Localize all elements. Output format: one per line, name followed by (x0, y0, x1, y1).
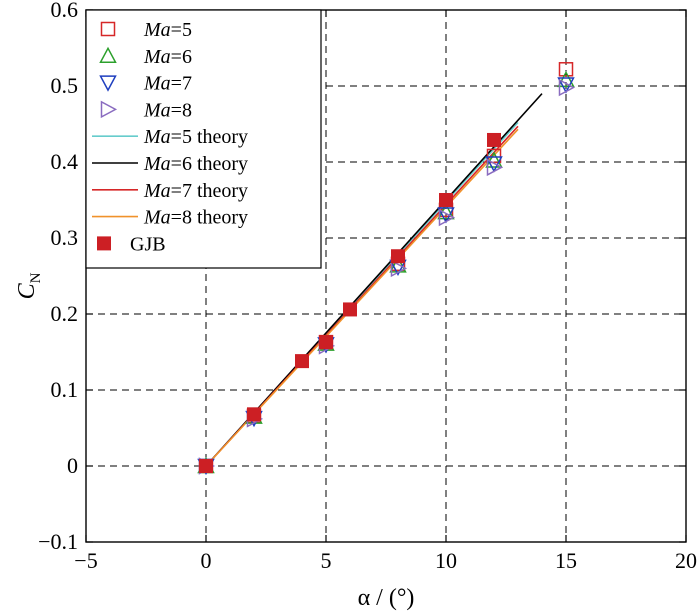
data-point (558, 78, 576, 97)
x-tick-label: 20 (675, 548, 697, 573)
y-tick-label: 0.3 (51, 225, 79, 250)
data-point (558, 62, 574, 77)
legend-marker-swatch (100, 100, 118, 119)
legend-marker-swatch (99, 75, 117, 92)
legend-label-rest: =6 theory (171, 153, 248, 175)
x-tick-label: −5 (74, 548, 97, 573)
data-point (391, 249, 405, 264)
y-tick-label: 0 (67, 453, 78, 478)
y-axis-label-sub: N (28, 272, 44, 283)
legend-label-rest: =8 (171, 99, 192, 121)
legend-label: Ma=6 (143, 46, 192, 68)
series-markers-8 (199, 132, 501, 473)
data-point (557, 70, 575, 88)
legend-label: Ma=5 (143, 19, 192, 41)
y-tick-label: −0.1 (38, 529, 78, 554)
legend-label-italic: Ma (143, 207, 171, 229)
y-tick-label: 0.2 (51, 301, 79, 326)
legend-label-rest: =8 theory (171, 207, 248, 229)
y-axis-label-main: C (14, 282, 40, 299)
legend-label: Ma=5 theory (143, 126, 248, 148)
data-point (485, 156, 503, 173)
legend-label: Ma=8 (143, 99, 192, 121)
legend-label-rest: GJB (130, 233, 166, 255)
y-axis-label: CN (14, 272, 44, 299)
axis-ticks: −5 0 5 10 15 20 −0.1 0 0.1 0.2 0.3 0.4 0.5 0.6 (38, 0, 697, 573)
legend-label-rest: =6 (171, 46, 192, 68)
legend-label-italic: Ma (143, 19, 171, 41)
legend-label-rest: =5 (171, 19, 192, 41)
data-point (486, 148, 502, 164)
legend-label-italic: Ma (143, 153, 171, 175)
x-axis-label: α / (°) (358, 585, 415, 611)
legend-label: Ma=7 theory (143, 180, 248, 202)
data-point (390, 259, 408, 278)
x-tick-label: 5 (321, 548, 332, 573)
x-tick-label: 10 (435, 548, 457, 573)
legend-label-rest: =5 theory (171, 126, 248, 148)
legend-marker-swatch (99, 46, 117, 64)
data-point (319, 335, 333, 350)
x-tick-label: 15 (555, 548, 577, 573)
data-point (486, 158, 504, 177)
data-point (485, 151, 503, 168)
data-point (295, 354, 309, 369)
legend-label-rest: =7 (171, 73, 192, 95)
legend-label: GJB (130, 233, 166, 255)
data-point (439, 193, 453, 207)
data-point (199, 459, 213, 473)
data-point (438, 208, 456, 227)
plot-frame (85, 9, 687, 543)
legend-label-italic: Ma (143, 46, 171, 68)
x-tick-label: 0 (201, 548, 212, 573)
legend-marker-swatch (97, 236, 111, 251)
y-tick-label: 0.4 (51, 149, 79, 174)
legend-label: Ma=7 (143, 73, 192, 95)
y-tick-label: 0.5 (51, 73, 79, 98)
legend-marker-swatch (100, 21, 116, 37)
data-point (247, 407, 261, 422)
legend-label-italic: Ma (143, 73, 171, 95)
legend-label-italic: Ma (143, 99, 171, 121)
y-tick-label: 0.1 (51, 377, 79, 402)
legend-label-italic: Ma (143, 126, 171, 148)
legend-label-italic: Ma (143, 180, 171, 202)
data-point (343, 302, 357, 317)
legend-box (85, 9, 322, 269)
y-tick-label: 0.6 (51, 0, 79, 22)
legend-label: Ma=8 theory (143, 207, 248, 229)
legend-label: Ma=6 theory (143, 153, 248, 175)
legend-label-rest: =7 theory (171, 180, 248, 202)
data-point (487, 132, 501, 147)
